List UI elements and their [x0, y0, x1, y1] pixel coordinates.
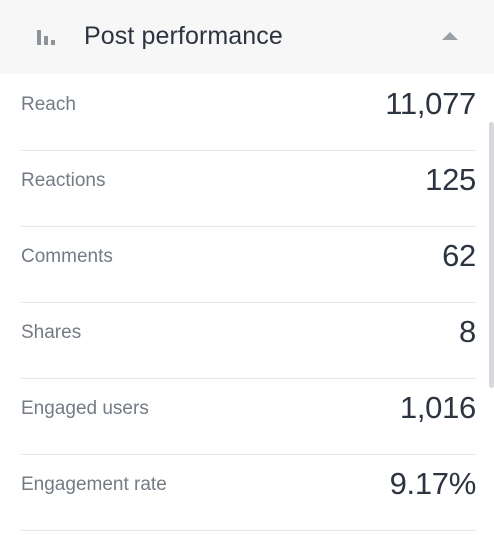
metric-label: Shares: [21, 322, 82, 343]
panel-title: Post performance: [84, 22, 283, 50]
metric-row-comments: Comments 62: [21, 226, 476, 303]
bar-chart-icon: [36, 27, 56, 47]
panel-header[interactable]: Post performance: [0, 0, 494, 74]
metric-value: 8: [459, 314, 476, 349]
metric-value: 1,016: [399, 390, 476, 425]
metric-label: Engagement rate: [21, 474, 167, 495]
metric-row-reactions: Reactions 125: [21, 150, 476, 227]
metric-row-engagement-rate: Engagement rate 9.17%: [21, 454, 476, 531]
metric-label: Reactions: [21, 170, 106, 191]
metric-row-engaged-users: Engaged users 1,016: [21, 378, 476, 455]
metric-row-shares: Shares 8: [21, 302, 476, 379]
metric-label: Reach: [21, 94, 76, 115]
metric-label: Engaged users: [21, 398, 149, 419]
metric-row-reach: Reach 11,077: [21, 74, 476, 151]
metrics-list: Reach 11,077 Reactions 125 Comments 62 S…: [0, 74, 494, 535]
collapse-toggle-button[interactable]: [436, 26, 464, 46]
metric-value: 11,077: [385, 86, 476, 121]
metric-value: 9.17%: [389, 466, 477, 501]
caret-up-icon: [442, 32, 458, 40]
vertical-scrollbar[interactable]: [489, 122, 494, 388]
metric-value: 125: [425, 162, 476, 197]
metric-value: 62: [442, 238, 476, 273]
metric-label: Comments: [21, 246, 113, 267]
